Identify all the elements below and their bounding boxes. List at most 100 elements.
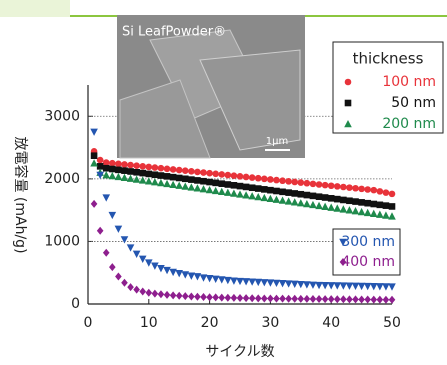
marker bbox=[206, 179, 213, 186]
marker bbox=[364, 186, 371, 193]
marker bbox=[176, 167, 183, 174]
legend-label: 200 nm bbox=[382, 116, 436, 132]
marker bbox=[304, 180, 311, 187]
marker bbox=[225, 181, 232, 188]
x-tick-label: 20 bbox=[201, 315, 219, 331]
marker bbox=[243, 174, 250, 181]
marker bbox=[158, 165, 165, 172]
marker bbox=[273, 177, 280, 184]
marker bbox=[103, 165, 110, 172]
marker bbox=[340, 197, 347, 204]
legend-label: 300 nm bbox=[341, 234, 395, 250]
marker bbox=[164, 173, 171, 180]
marker bbox=[352, 198, 359, 205]
marker bbox=[164, 166, 171, 173]
marker bbox=[377, 202, 384, 209]
marker bbox=[225, 172, 232, 179]
marker bbox=[152, 171, 159, 178]
x-tick-label: 0 bbox=[84, 315, 93, 331]
marker bbox=[146, 171, 153, 178]
marker bbox=[182, 175, 189, 182]
legend-label: 400 nm bbox=[341, 254, 395, 270]
marker bbox=[109, 166, 116, 173]
marker bbox=[345, 100, 352, 107]
marker bbox=[383, 202, 390, 209]
marker bbox=[328, 182, 335, 189]
marker bbox=[310, 193, 317, 200]
marker bbox=[383, 189, 390, 196]
marker bbox=[345, 79, 352, 86]
marker bbox=[121, 167, 128, 174]
marker bbox=[133, 162, 140, 169]
x-tick-label: 40 bbox=[322, 315, 340, 331]
marker bbox=[158, 172, 165, 179]
marker bbox=[285, 189, 292, 196]
marker bbox=[298, 191, 305, 198]
marker bbox=[267, 187, 274, 194]
marker bbox=[218, 171, 225, 178]
marker bbox=[170, 166, 177, 173]
marker bbox=[109, 160, 116, 167]
marker bbox=[103, 159, 110, 166]
legend-title: thickness bbox=[353, 50, 424, 68]
marker bbox=[206, 170, 213, 177]
marker bbox=[133, 169, 140, 176]
y-tick-label: 0 bbox=[71, 296, 80, 312]
marker bbox=[170, 174, 177, 181]
marker bbox=[231, 182, 238, 189]
marker bbox=[389, 203, 396, 210]
marker bbox=[218, 180, 225, 187]
marker bbox=[316, 181, 323, 188]
marker bbox=[127, 162, 134, 169]
y-tick-label: 3000 bbox=[44, 108, 80, 124]
marker bbox=[328, 195, 335, 202]
marker bbox=[267, 176, 274, 183]
marker bbox=[237, 183, 244, 190]
x-tick-label: 50 bbox=[383, 315, 401, 331]
marker bbox=[358, 186, 365, 193]
marker bbox=[352, 185, 359, 192]
marker bbox=[316, 193, 323, 200]
marker bbox=[182, 167, 189, 174]
x-tick-label: 30 bbox=[261, 315, 279, 331]
chart: 0 1000 2000 3000 0 10 20 30 40 50 Si LeafPowder® … bbox=[0, 0, 447, 365]
inset-image: Si LeafPowder® 1μm bbox=[117, 15, 305, 158]
marker bbox=[291, 190, 298, 197]
marker bbox=[285, 178, 292, 185]
x-tick-label: 10 bbox=[140, 315, 158, 331]
marker bbox=[322, 194, 329, 201]
marker bbox=[334, 196, 341, 203]
legend-label: 100 nm bbox=[382, 74, 436, 90]
marker bbox=[346, 197, 353, 204]
marker bbox=[249, 184, 256, 191]
marker bbox=[304, 192, 311, 199]
corner-tab bbox=[0, 0, 70, 17]
marker bbox=[200, 178, 207, 185]
marker bbox=[200, 169, 207, 176]
scale-label: 1μm bbox=[266, 136, 288, 147]
marker bbox=[310, 181, 317, 188]
marker bbox=[334, 183, 341, 190]
y-tick-label: 1000 bbox=[44, 233, 80, 249]
marker bbox=[322, 182, 329, 189]
marker bbox=[370, 201, 377, 208]
marker bbox=[389, 191, 396, 198]
marker bbox=[139, 170, 146, 177]
marker bbox=[370, 187, 377, 194]
marker bbox=[279, 189, 286, 196]
marker bbox=[176, 175, 183, 182]
marker bbox=[231, 172, 238, 179]
inset-label: Si LeafPowder® bbox=[122, 25, 226, 40]
marker bbox=[377, 188, 384, 195]
marker bbox=[91, 152, 98, 159]
y-tick-label: 2000 bbox=[44, 171, 80, 187]
marker bbox=[121, 161, 128, 168]
marker bbox=[194, 177, 201, 184]
marker bbox=[212, 180, 219, 187]
y-axis-label: 放電容量 (mAh/g) bbox=[12, 136, 29, 253]
marker bbox=[346, 184, 353, 191]
marker bbox=[97, 157, 104, 164]
marker bbox=[146, 164, 153, 171]
marker bbox=[237, 173, 244, 180]
marker bbox=[261, 176, 268, 183]
